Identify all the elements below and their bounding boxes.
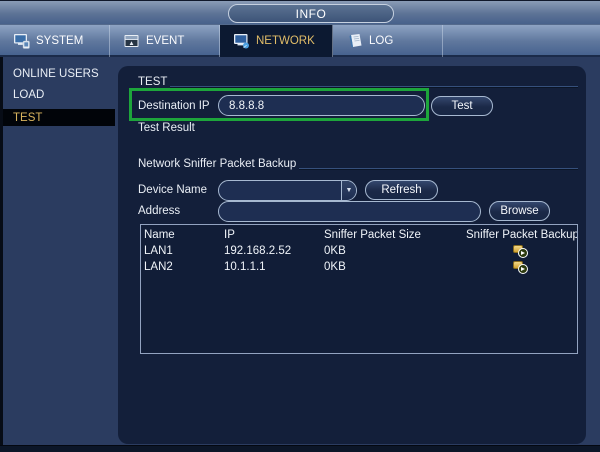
tab-system-label: SYSTEM bbox=[36, 35, 84, 47]
sniffer-table: Name IP Sniffer Packet Size Sniffer Pack… bbox=[140, 224, 578, 354]
row-ip: 10.1.1.1 bbox=[224, 261, 266, 273]
tab-bar-filler bbox=[443, 25, 600, 57]
address-input[interactable] bbox=[218, 201, 481, 222]
row-name: LAN2 bbox=[144, 261, 173, 273]
tab-log-label: LOG bbox=[369, 35, 394, 47]
tab-log[interactable]: LOG bbox=[333, 25, 443, 57]
col-header-backup: Sniffer Packet Backup bbox=[466, 228, 577, 241]
sidebar-item-load[interactable]: LOAD bbox=[13, 89, 45, 101]
sidebar: ONLINE USERS LOAD TEST bbox=[3, 57, 115, 445]
browse-button[interactable]: Browse bbox=[489, 201, 550, 221]
tab-bar: SYSTEM EVENT NETWORK bbox=[0, 25, 600, 57]
table-row: LAN1 192.168.2.52 0KB bbox=[141, 243, 577, 259]
test-button[interactable]: Test bbox=[431, 96, 493, 116]
system-monitor-icon bbox=[14, 34, 30, 49]
sidebar-item-test[interactable]: TEST bbox=[3, 109, 115, 126]
destination-ip-input[interactable] bbox=[218, 95, 425, 116]
start-sniffer-backup-icon[interactable] bbox=[512, 260, 528, 274]
test-result-label: Test Result bbox=[138, 122, 195, 134]
col-header-name: Name bbox=[144, 228, 175, 241]
device-name-value bbox=[219, 181, 341, 200]
device-name-label: Device Name bbox=[138, 184, 208, 196]
table-row: LAN2 10.1.1.1 0KB bbox=[141, 259, 577, 275]
start-sniffer-backup-icon[interactable] bbox=[512, 244, 528, 258]
log-book-icon bbox=[349, 34, 362, 48]
tab-event-label: EVENT bbox=[146, 35, 185, 47]
row-size: 0KB bbox=[324, 245, 346, 257]
window-title: INFO bbox=[228, 4, 394, 23]
play-triangle-shape bbox=[521, 251, 525, 255]
col-header-size: Sniffer Packet Size bbox=[324, 228, 421, 241]
tab-event[interactable]: EVENT bbox=[110, 25, 220, 57]
network-monitor-icon bbox=[234, 34, 249, 49]
tab-network-label: NETWORK bbox=[256, 35, 315, 47]
address-label: Address bbox=[138, 205, 181, 217]
col-header-ip: IP bbox=[224, 228, 235, 241]
bottom-edge-strip bbox=[0, 445, 600, 452]
title-bar: INFO bbox=[0, 0, 600, 25]
sniffer-section-title: Network Sniffer Packet Backup bbox=[138, 158, 297, 170]
table-header-row: Name IP Sniffer Packet Size Sniffer Pack… bbox=[141, 225, 577, 243]
sniffer-section-header: Network Sniffer Packet Backup bbox=[138, 158, 578, 170]
section-underline bbox=[299, 168, 578, 169]
annotation-highlight-box bbox=[129, 88, 429, 121]
test-section-title: TEST bbox=[138, 76, 168, 88]
play-triangle-shape bbox=[521, 267, 525, 271]
section-underline bbox=[170, 86, 578, 87]
sidebar-item-online-users[interactable]: ONLINE USERS bbox=[13, 68, 99, 80]
refresh-button[interactable]: Refresh bbox=[365, 180, 438, 200]
device-name-dropdown[interactable]: ▼ bbox=[218, 180, 357, 201]
tab-system[interactable]: SYSTEM bbox=[0, 25, 110, 57]
destination-ip-label: Destination IP bbox=[138, 100, 210, 112]
tab-network[interactable]: NETWORK bbox=[220, 25, 333, 57]
left-edge-strip bbox=[0, 57, 3, 452]
main-panel: TEST Destination IP Test Test Result Net… bbox=[118, 66, 586, 444]
row-size: 0KB bbox=[324, 261, 346, 273]
test-section-header: TEST bbox=[138, 76, 578, 88]
row-name: LAN1 bbox=[144, 245, 173, 257]
event-calendar-icon bbox=[124, 35, 139, 47]
chevron-down-icon[interactable]: ▼ bbox=[341, 181, 356, 200]
row-ip: 192.168.2.52 bbox=[224, 245, 292, 257]
